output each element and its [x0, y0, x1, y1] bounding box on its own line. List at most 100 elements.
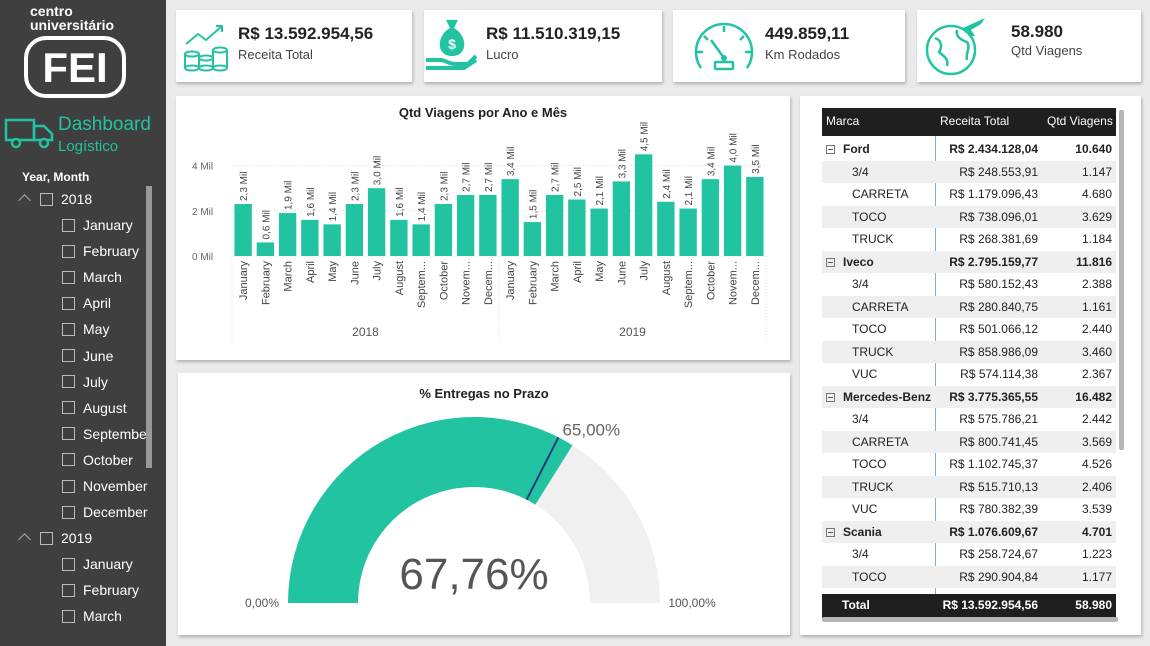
table-row[interactable]: TOCO R$ 290.904,84 1.177 — [822, 565, 1116, 588]
cell-receita: R$ 268.381,69 — [959, 232, 1038, 246]
table-horizontal-scrollbar[interactable] — [822, 617, 1118, 622]
slicer-month-item[interactable]: August — [62, 398, 127, 418]
checkbox[interactable] — [40, 192, 53, 206]
bar[interactable] — [568, 199, 586, 257]
bar[interactable] — [234, 204, 252, 256]
checkbox[interactable] — [62, 270, 75, 284]
table-row[interactable]: VUC R$ 780.382,39 3.539 — [822, 498, 1116, 521]
bar-chart-title: Qtd Viagens por Ano e Mês — [398, 105, 568, 120]
collapse-icon[interactable] — [826, 257, 835, 267]
bar[interactable] — [456, 194, 475, 256]
checkbox[interactable] — [62, 322, 75, 336]
slicer-scrollbar[interactable] — [146, 186, 152, 468]
bar[interactable] — [723, 165, 742, 256]
table-row[interactable]: TOCO R$ 501.066,12 2.440 — [822, 318, 1116, 341]
x-tick-label: May — [594, 261, 606, 282]
slicer-month-item[interactable]: January — [62, 215, 133, 235]
slicer-month-item[interactable]: May — [62, 319, 109, 339]
bar[interactable] — [701, 179, 720, 256]
checkbox[interactable] — [62, 244, 75, 258]
collapse-icon[interactable] — [826, 392, 835, 402]
table-row[interactable]: 3/4 R$ 580.152,43 2.388 — [822, 273, 1116, 296]
checkbox[interactable] — [62, 609, 75, 623]
table-vertical-scrollbar[interactable] — [1119, 110, 1124, 450]
bar[interactable] — [523, 222, 542, 256]
checkbox[interactable] — [62, 375, 75, 389]
table-group-row[interactable]: Iveco R$ 2.795.159,77 11.816 — [822, 250, 1116, 273]
slicer-month-item[interactable]: April — [62, 293, 111, 313]
bar[interactable] — [679, 208, 697, 256]
collapse-icon[interactable] — [826, 145, 835, 154]
slicer-month-item[interactable]: September — [62, 424, 151, 444]
header-receita[interactable]: Receita Total — [940, 114, 1010, 128]
bar[interactable] — [301, 219, 319, 256]
bar[interactable] — [434, 204, 453, 256]
header-marca[interactable]: Marca — [826, 114, 860, 128]
slicer-month-item[interactable]: November — [62, 476, 148, 496]
slicer-year-2018[interactable]: 2018 — [18, 189, 92, 209]
table-row[interactable]: CARRETA R$ 1.179.096,43 4.680 — [822, 183, 1116, 206]
slicer-month-item[interactable]: June — [62, 346, 113, 366]
bar[interactable] — [323, 224, 341, 256]
bar[interactable] — [612, 181, 631, 256]
table-row[interactable]: TRUCK R$ 268.381,69 1.184 — [822, 228, 1116, 251]
year-month-slicer[interactable]: 2018 January February March April May June July… — [18, 186, 158, 646]
bar[interactable] — [412, 224, 430, 256]
slicer-year-2019[interactable]: 2019 — [18, 528, 92, 548]
bar[interactable] — [634, 154, 653, 256]
bar[interactable] — [746, 176, 764, 256]
slicer-month-item[interactable]: October — [62, 450, 133, 470]
bar[interactable] — [256, 242, 275, 256]
slicer-month-item[interactable]: January — [62, 554, 133, 574]
bar[interactable] — [545, 194, 564, 256]
chevron-up-icon[interactable] — [18, 192, 32, 206]
chevron-up-icon[interactable] — [18, 531, 32, 545]
checkbox[interactable] — [62, 453, 75, 467]
cell-qtd: 1.223 — [1081, 547, 1112, 561]
bar[interactable] — [590, 208, 608, 256]
table-row[interactable]: TOCO R$ 1.102.745,37 4.526 — [822, 453, 1116, 476]
slicer-month-item[interactable]: February — [62, 580, 139, 600]
slicer-month-item[interactable]: December — [62, 502, 148, 522]
table-group-row[interactable]: Ford R$ 2.434.128,04 10.640 — [822, 138, 1116, 161]
gauge-chart[interactable]: 65,00% 67,76% 0,00% 100,00% — [178, 373, 790, 635]
slicer-month-item[interactable]: February — [62, 241, 139, 261]
table-row[interactable]: CARRETA R$ 280.840,75 1.161 — [822, 295, 1116, 318]
table-row[interactable]: VUC R$ 574.114,38 2.367 — [822, 363, 1116, 386]
checkbox[interactable] — [62, 296, 75, 310]
bar[interactable] — [367, 188, 386, 256]
table-row[interactable]: CARRETA R$ 800.741,45 3.569 — [822, 430, 1116, 453]
table-row[interactable]: TOCO R$ 738.096,01 3.629 — [822, 205, 1116, 228]
cell-receita: R$ 580.152,43 — [959, 277, 1038, 291]
checkbox[interactable] — [62, 557, 75, 571]
bar[interactable] — [278, 213, 297, 256]
table-row[interactable]: TRUCK R$ 515.710,13 2.406 — [822, 475, 1116, 498]
table-row[interactable]: TRUCK R$ 858.986,09 3.460 — [822, 340, 1116, 363]
table-row[interactable]: 3/4 R$ 575.786,21 2.442 — [822, 408, 1116, 431]
table-group-row[interactable]: Scania R$ 1.076.609,67 4.701 — [822, 520, 1116, 543]
bar[interactable] — [390, 219, 408, 256]
checkbox[interactable] — [62, 427, 75, 441]
header-qtd[interactable]: Qtd Viagens — [1047, 114, 1113, 128]
slicer-month-item[interactable]: July — [62, 372, 108, 392]
checkbox[interactable] — [62, 401, 75, 415]
bar[interactable] — [501, 179, 519, 256]
slicer-month-item[interactable]: March — [62, 267, 122, 287]
table-row[interactable]: 3/4 R$ 248.553,91 1.147 — [822, 160, 1116, 183]
checkbox[interactable] — [62, 349, 75, 362]
checkbox[interactable] — [62, 505, 75, 519]
bar-chart[interactable]: 0 Mil 2 Mil 4 Mil 2,3 Mil January 0,6 Mil Febr… — [176, 96, 790, 360]
table-group-row[interactable]: Mercedes-Benz R$ 3.775.365,55 16.482 — [822, 385, 1116, 408]
table-row[interactable]: 3/4 R$ 258.724,67 1.223 — [822, 543, 1116, 566]
collapse-icon[interactable] — [826, 527, 835, 537]
gauge-fill[interactable] — [288, 417, 573, 603]
checkbox[interactable] — [62, 583, 75, 597]
bar[interactable] — [479, 194, 497, 256]
checkbox[interactable] — [62, 218, 75, 232]
checkbox[interactable] — [62, 479, 75, 493]
bar[interactable] — [345, 204, 364, 256]
checkbox[interactable] — [40, 531, 53, 545]
slicer-month-item[interactable]: March — [62, 606, 122, 626]
cell-marca-text: Iveco — [843, 254, 874, 269]
bar[interactable] — [657, 201, 675, 256]
